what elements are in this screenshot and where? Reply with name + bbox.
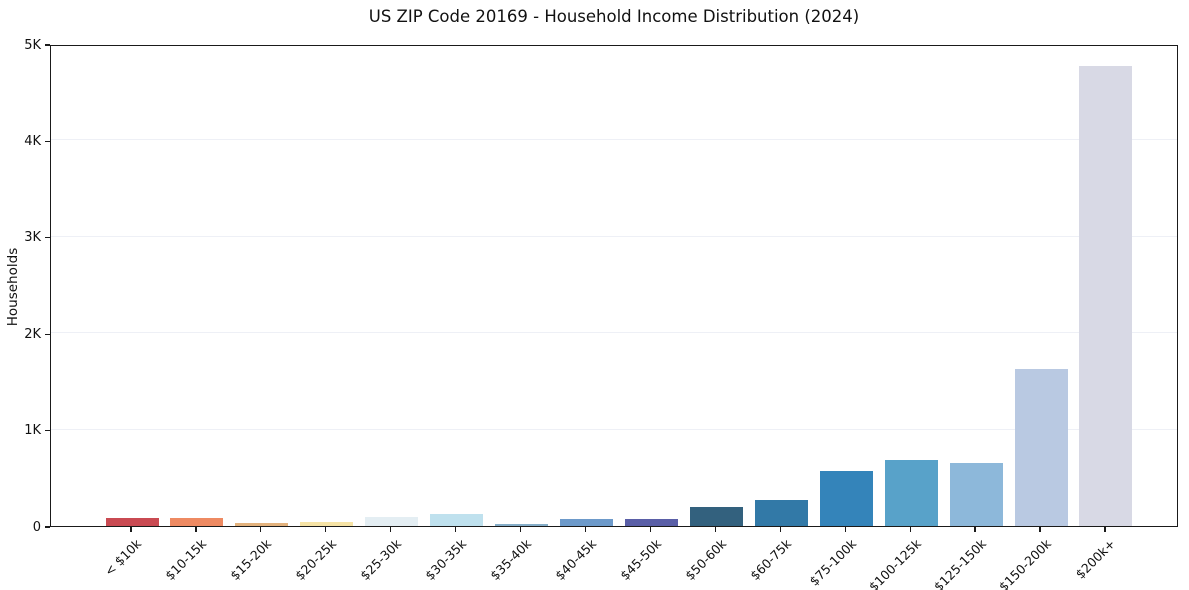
- bar: [624, 519, 678, 526]
- x-axis-tick: [909, 527, 911, 532]
- x-axis-tick: [584, 527, 587, 532]
- x-tick-label: $20-25k: [292, 536, 340, 584]
- bar: [689, 506, 743, 526]
- bar: [560, 518, 613, 526]
- chart-title: US ZIP Code 20169 - Household Income Dis…: [368, 7, 860, 26]
- x-axis-tick: [260, 527, 262, 532]
- gridline: [51, 139, 1177, 141]
- x-axis-tick: [714, 527, 716, 532]
- y-axis-tick: [45, 333, 50, 335]
- x-tick-label: $30-35k: [422, 536, 470, 584]
- bar: [1079, 66, 1133, 526]
- x-tick-label: $40-45k: [552, 536, 600, 584]
- bar: [365, 517, 419, 526]
- x-axis-tick: [1039, 527, 1041, 532]
- gridline: [51, 332, 1177, 334]
- x-tick-label: $50-60k: [681, 536, 729, 584]
- x-tick-label: $10-15k: [162, 536, 210, 584]
- bar: [430, 514, 484, 526]
- x-tick-label: $125-150k: [930, 536, 989, 590]
- y-tick-label: 2K: [24, 326, 41, 342]
- x-tick-label: $45-50k: [617, 536, 665, 584]
- plot-area: [50, 45, 1178, 527]
- x-tick-label: $15-20k: [227, 536, 275, 584]
- x-tick-label: $150-200k: [995, 536, 1054, 590]
- x-tick-label: $200k+: [1072, 536, 1119, 582]
- x-axis-tick: [1104, 527, 1106, 532]
- x-tick-label: $60-75k: [746, 536, 794, 584]
- x-axis-tick: [455, 527, 457, 532]
- bar: [754, 500, 808, 526]
- bar: [105, 517, 159, 526]
- bar: [300, 522, 354, 526]
- gridline: [51, 428, 1177, 430]
- bar: [884, 460, 938, 526]
- x-axis-tick: [390, 527, 392, 532]
- x-axis-tick: [130, 527, 132, 532]
- y-tick-label: 3K: [24, 230, 41, 246]
- y-axis-tick: [45, 526, 50, 528]
- bar: [1014, 369, 1068, 526]
- bar: [170, 518, 224, 526]
- x-axis-tick: [974, 527, 976, 532]
- x-tick-label: < $10k: [101, 536, 145, 579]
- bar: [949, 463, 1003, 526]
- y-tick-label: 5K: [24, 37, 41, 53]
- x-axis-tick: [649, 527, 652, 532]
- y-tick-label: 1K: [24, 423, 41, 439]
- bar: [235, 523, 289, 526]
- x-tick-label: $25-30k: [357, 536, 405, 584]
- y-axis-tick: [45, 237, 50, 239]
- bar: [495, 523, 549, 526]
- x-tick-label: $75-100k: [806, 536, 859, 589]
- x-tick-label: $35-40k: [487, 536, 535, 584]
- x-axis-tick: [195, 527, 197, 532]
- y-axis-tick: [45, 44, 50, 46]
- x-tick-label: $100-125k: [865, 536, 924, 590]
- y-tick-label: 4K: [24, 133, 41, 149]
- bar: [819, 471, 873, 526]
- y-axis-tick: [45, 430, 50, 432]
- x-axis-tick: [519, 527, 522, 532]
- gridline: [51, 235, 1177, 237]
- y-axis-tick: [45, 140, 50, 142]
- x-axis-tick: [325, 527, 327, 532]
- x-axis-tick: [779, 527, 781, 532]
- x-axis-tick: [844, 527, 846, 532]
- y-tick-label: 0: [32, 519, 41, 535]
